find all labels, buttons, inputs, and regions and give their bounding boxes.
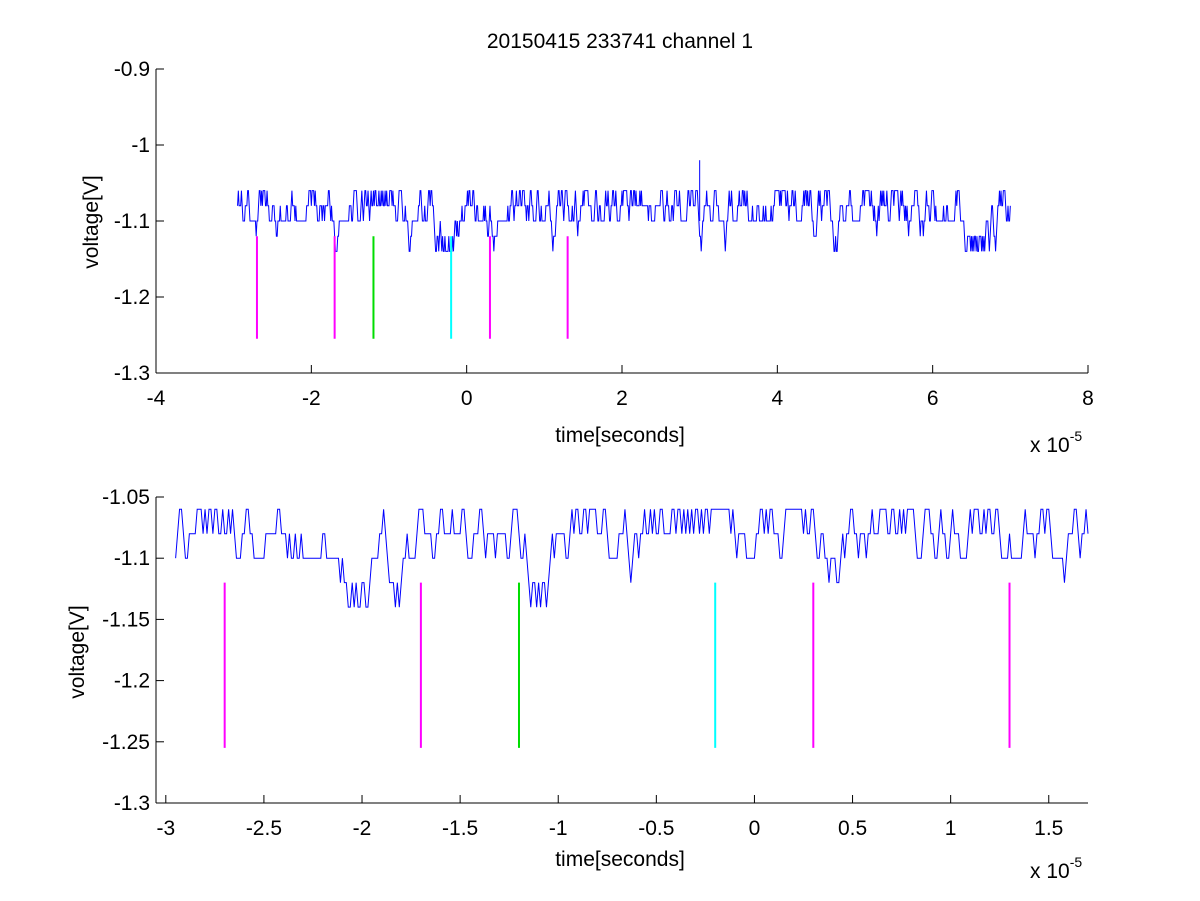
top-y-axis-label: voltage[V] (80, 175, 103, 268)
bottom-plot-ticks: -3 -2.5 -2 -1.5 -1 -0.5 0 0.5 1 1.5 -1.3 -1.25 -1.2 -… (102, 486, 1063, 840)
top-x-exponent: x 10-5 (1030, 428, 1082, 457)
y-tick-label: -1.25 (102, 731, 150, 754)
x-tick-label: -1.5 (442, 817, 478, 840)
x-tick-label: -1 (549, 817, 568, 840)
bottom-plot-markers (223, 582, 1011, 748)
bottom-y-axis-label: voltage[V] (66, 605, 89, 698)
bottom-x-exponent: x 10-5 (1030, 854, 1082, 883)
voltage-trace (237, 190, 1011, 252)
x-tick-label: 0.5 (838, 817, 867, 840)
x-tick-label: 6 (927, 387, 939, 410)
y-tick-label: -1.15 (102, 608, 150, 631)
top-x-exponent-base: x 10 (1030, 434, 1070, 457)
y-tick-label: -1.1 (114, 547, 150, 570)
bottom-plot: -3 -2.5 -2 -1.5 -1 -0.5 0 0.5 1 1.5 -1.3 -1.25 -1.2 -… (66, 486, 1089, 883)
x-tick-label: 0 (749, 817, 761, 840)
voltage-trace (175, 508, 1089, 608)
chart-title: 20150415 233741 channel 1 (487, 30, 753, 53)
bottom-plot-traces (175, 508, 1089, 608)
y-tick-label: -1.2 (114, 670, 150, 693)
x-tick-label: 0 (461, 387, 473, 410)
top-plot-traces (237, 160, 1011, 252)
y-tick-label: -0.9 (114, 58, 150, 81)
x-tick-label: 8 (1082, 387, 1094, 410)
top-plot: -4 -2 0 2 4 6 8 -1.3 -1.2 -1.1 -1 -0.9 time[seconds… (80, 58, 1094, 457)
x-tick-label: -2 (302, 387, 321, 410)
bottom-plot-axes (155, 497, 1088, 804)
top-plot-markers (255, 236, 569, 339)
x-tick-label: -2.5 (246, 817, 282, 840)
x-tick-label: -0.5 (638, 817, 674, 840)
x-tick-label: -3 (156, 817, 175, 840)
x-tick-label: -4 (147, 387, 166, 410)
x-tick-label: -2 (353, 817, 372, 840)
top-x-axis-label: time[seconds] (555, 424, 685, 447)
x-tick-label: 1 (945, 817, 957, 840)
top-x-exponent-power: -5 (1070, 428, 1083, 444)
y-tick-label: -1.3 (114, 792, 150, 815)
x-tick-label: 1.5 (1034, 817, 1063, 840)
top-plot-ticks: -4 -2 0 2 4 6 8 -1.3 -1.2 -1.1 -1 -0.9 (114, 58, 1094, 410)
y-tick-label: -1.2 (114, 286, 150, 309)
x-tick-label: 4 (771, 387, 783, 410)
y-tick-label: -1.1 (114, 210, 150, 233)
x-tick-label: 2 (616, 387, 628, 410)
y-tick-label: -1.05 (102, 486, 150, 509)
bottom-x-axis-label: time[seconds] (555, 848, 685, 871)
y-tick-label: -1.3 (114, 362, 150, 385)
y-tick-label: -1 (131, 134, 150, 157)
bottom-x-exponent-power: -5 (1070, 854, 1083, 870)
bottom-x-exponent-base: x 10 (1030, 860, 1070, 883)
